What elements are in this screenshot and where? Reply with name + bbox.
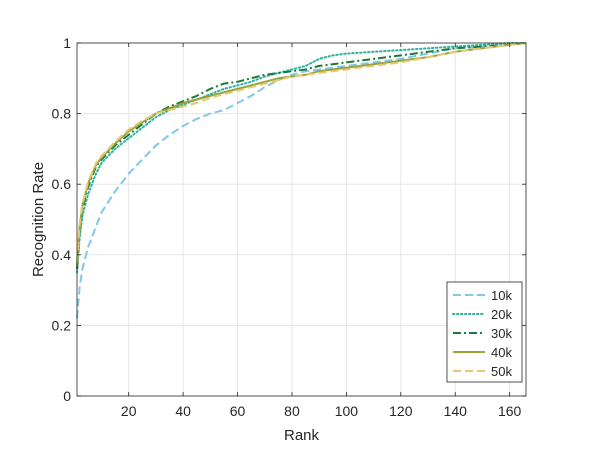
y-tick-label: 0.8: [52, 106, 72, 122]
series-line-30k: [76, 42, 527, 269]
legend-label: 50k: [491, 364, 512, 379]
x-tick-label: 20: [121, 403, 137, 419]
series-line-10k: [76, 42, 527, 319]
x-tick-label: 160: [498, 403, 522, 419]
series-line-20k: [76, 42, 527, 274]
y-tick-label: 0.4: [52, 247, 72, 263]
legend-label: 20k: [491, 307, 512, 322]
axis-ticks: 20 40 60 80 100 120 140 160 0 0.2 0.4 0.6 0.8 1: [52, 35, 526, 419]
x-tick-label: 140: [444, 403, 468, 419]
y-tick-label: 0: [63, 388, 71, 404]
plot-frame: [76, 42, 527, 397]
x-tick-label: 60: [230, 403, 246, 419]
legend-label: 10k: [491, 288, 512, 303]
series-line-40k: [76, 42, 527, 266]
y-axis-title: Recognition Rate: [30, 162, 47, 277]
x-axis-title: Rank: [284, 427, 320, 444]
y-tick-label: 1: [63, 35, 71, 51]
y-tick-label: 0.2: [52, 317, 72, 333]
legend-label: 30k: [491, 326, 512, 341]
series-lines: [76, 42, 527, 319]
x-tick-label: 40: [175, 403, 191, 419]
legend-label: 40k: [491, 345, 512, 360]
x-tick-label: 100: [335, 403, 359, 419]
series-line-50k: [76, 42, 527, 262]
legend: 10k 20k 30k 40k 50k: [446, 281, 523, 383]
x-tick-label: 80: [284, 403, 300, 419]
y-tick-label: 0.6: [52, 176, 72, 192]
x-tick-label: 120: [389, 403, 413, 419]
